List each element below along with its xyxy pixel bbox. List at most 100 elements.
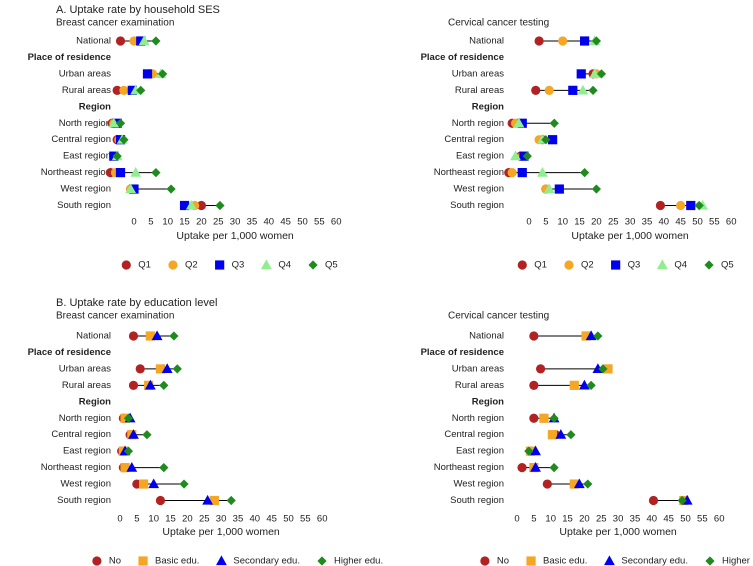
x-tick-label: 30: [216, 514, 227, 525]
legend-label: Q4: [278, 260, 291, 271]
panel-subtitle: Cervical cancer testing: [448, 18, 549, 29]
legend-label: Basic edu.: [543, 556, 587, 566]
data-point: [169, 331, 179, 341]
data-point: [151, 168, 161, 178]
x-tick-label: 5: [148, 217, 153, 228]
legend-label: Q3: [232, 260, 245, 271]
data-point: [544, 85, 554, 95]
data-point: [510, 150, 521, 161]
data-point: [112, 151, 122, 161]
panel-title: A. Uptake rate by household SES: [56, 4, 220, 16]
x-tick-label: 50: [283, 514, 294, 525]
x-tick-label: 35: [630, 514, 641, 525]
legend-marker: [564, 260, 574, 270]
row-label: Region: [79, 101, 111, 112]
x-tick-label: 15: [574, 217, 585, 228]
data-point: [155, 495, 166, 506]
data-point: [202, 494, 214, 505]
data-point: [549, 118, 559, 128]
legend-label: Secondary edu.: [233, 556, 300, 566]
x-tick-label: 55: [314, 217, 325, 228]
x-tick-label: 55: [709, 217, 720, 228]
data-point: [136, 36, 146, 46]
data-point: [576, 69, 586, 79]
data-point: [586, 380, 596, 390]
x-tick-label: 60: [714, 514, 725, 525]
data-point: [215, 200, 225, 211]
data-point: [155, 364, 166, 374]
row-label: Rural areas: [62, 85, 111, 96]
data-point: [129, 184, 139, 194]
legend-marker: [121, 260, 131, 270]
row-label: Region: [472, 396, 504, 407]
data-point: [676, 200, 686, 211]
row-label: Region: [79, 396, 111, 407]
x-tick-label: 30: [625, 217, 636, 228]
data-point: [530, 462, 541, 472]
data-point: [127, 85, 137, 95]
row-label: South region: [450, 200, 504, 211]
x-axis-label: Uptake per 1,000 women: [176, 230, 293, 242]
x-tick-label: 25: [213, 217, 224, 228]
data-point: [569, 380, 579, 390]
x-tick-label: 25: [596, 514, 607, 525]
x-tick-label: 55: [300, 514, 311, 525]
row-label: Rural areas: [455, 380, 504, 391]
x-tick-label: 50: [680, 514, 691, 525]
data-point: [580, 36, 590, 46]
data-point: [179, 200, 190, 211]
data-point: [115, 36, 126, 46]
x-tick-label: 20: [196, 217, 207, 228]
x-tick-label: 15: [179, 217, 190, 228]
data-point: [593, 331, 603, 341]
data-point: [543, 183, 555, 194]
legend-label: Q1: [534, 260, 547, 271]
data-point: [580, 168, 590, 178]
x-tick-label: 35: [642, 217, 653, 228]
data-point: [555, 429, 567, 439]
data-point: [145, 331, 155, 341]
row-label: North region: [452, 413, 504, 424]
x-tick-label: 40: [647, 514, 658, 525]
row-label: Northeast region: [41, 167, 111, 178]
legend-marker: [704, 260, 714, 270]
legend-label: Higher edu.: [722, 556, 753, 566]
row-label: Urban areas: [452, 363, 505, 374]
x-tick-label: 5: [134, 514, 139, 525]
x-tick-label: 30: [613, 514, 624, 525]
data-point: [126, 462, 138, 472]
data-point: [120, 463, 130, 473]
data-point: [172, 364, 182, 374]
data-point: [568, 85, 578, 95]
data-point: [517, 463, 527, 473]
legend: Q1 Q2 Q3 Q4 Q5: [517, 259, 734, 271]
row-label: Northeast region: [434, 462, 504, 473]
data-point: [144, 379, 156, 390]
data-point: [209, 495, 219, 506]
data-point: [569, 479, 579, 489]
legend-label: Q4: [674, 260, 687, 271]
data-point: [591, 36, 601, 46]
x-tick-label: 45: [663, 514, 674, 525]
row-label: East region: [456, 151, 504, 162]
row-label: Central region: [444, 134, 504, 145]
row-label: Central region: [51, 429, 111, 440]
data-point: [589, 68, 601, 78]
data-point: [142, 430, 152, 440]
legend-label: Q3: [628, 260, 641, 271]
legend: Q1 Q2 Q3 Q4 Q5: [121, 259, 338, 271]
x-tick-label: 45: [675, 217, 686, 228]
row-label: North region: [59, 118, 111, 129]
legend-marker: [526, 556, 536, 566]
row-label: North region: [452, 118, 504, 129]
x-tick-label: 0: [131, 217, 136, 228]
panel-subtitle: Breast cancer examination: [56, 18, 174, 29]
data-point: [119, 135, 129, 145]
legend-label: Q1: [138, 260, 151, 271]
legend-label: Q2: [185, 260, 198, 271]
data-point: [524, 446, 534, 456]
data-point: [547, 135, 558, 145]
legend: No Basic edu. Secondary edu. Higher edu.: [92, 555, 383, 566]
data-point: [123, 446, 134, 456]
data-point: [585, 330, 597, 341]
